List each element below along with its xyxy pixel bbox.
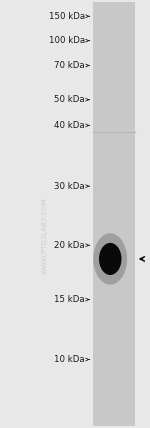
Text: 150 kDa: 150 kDa [49, 12, 85, 21]
Text: 20 kDa: 20 kDa [54, 241, 85, 250]
Text: 70 kDa: 70 kDa [54, 61, 85, 70]
Text: 40 kDa: 40 kDa [54, 121, 85, 130]
Ellipse shape [99, 243, 122, 275]
Text: 50 kDa: 50 kDa [54, 95, 85, 104]
Text: 100 kDa: 100 kDa [49, 36, 85, 45]
Text: WWW.PTG3LAB3.COM: WWW.PTG3LAB3.COM [42, 197, 48, 274]
Text: 30 kDa: 30 kDa [54, 181, 85, 191]
Ellipse shape [93, 233, 127, 285]
Text: 10 kDa: 10 kDa [54, 355, 85, 364]
Text: 15 kDa: 15 kDa [54, 295, 85, 304]
Bar [93, 2, 135, 426]
